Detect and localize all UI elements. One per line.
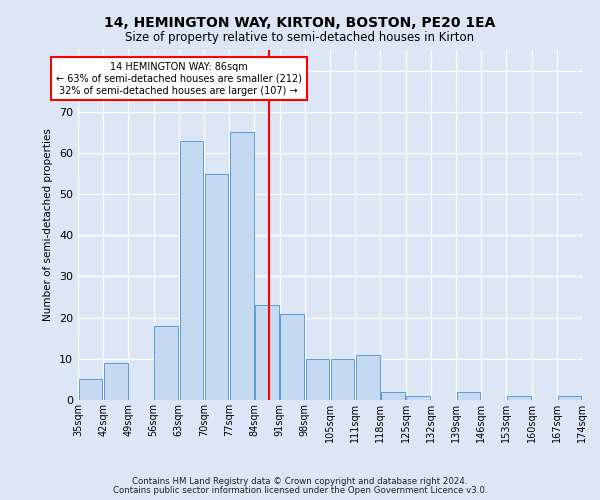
Bar: [255, 306, 279, 400]
Bar: [230, 132, 254, 400]
Bar: [205, 174, 229, 400]
Bar: [356, 354, 380, 400]
Y-axis label: Number of semi-detached properties: Number of semi-detached properties: [43, 128, 53, 322]
Bar: [280, 314, 304, 400]
Text: Contains HM Land Registry data © Crown copyright and database right 2024.: Contains HM Land Registry data © Crown c…: [132, 477, 468, 486]
Text: Size of property relative to semi-detached houses in Kirton: Size of property relative to semi-detach…: [125, 31, 475, 44]
Bar: [331, 359, 355, 400]
Bar: [381, 392, 405, 400]
Bar: [154, 326, 178, 400]
Bar: [457, 392, 481, 400]
Text: 14 HEMINGTON WAY: 86sqm
← 63% of semi-detached houses are smaller (212)
32% of s: 14 HEMINGTON WAY: 86sqm ← 63% of semi-de…: [56, 62, 302, 96]
Bar: [507, 396, 531, 400]
Text: Contains public sector information licensed under the Open Government Licence v3: Contains public sector information licen…: [113, 486, 487, 495]
Bar: [557, 396, 581, 400]
Bar: [179, 140, 203, 400]
Bar: [79, 380, 103, 400]
Bar: [104, 363, 128, 400]
Text: 14, HEMINGTON WAY, KIRTON, BOSTON, PE20 1EA: 14, HEMINGTON WAY, KIRTON, BOSTON, PE20 …: [104, 16, 496, 30]
Bar: [406, 396, 430, 400]
Bar: [305, 359, 329, 400]
